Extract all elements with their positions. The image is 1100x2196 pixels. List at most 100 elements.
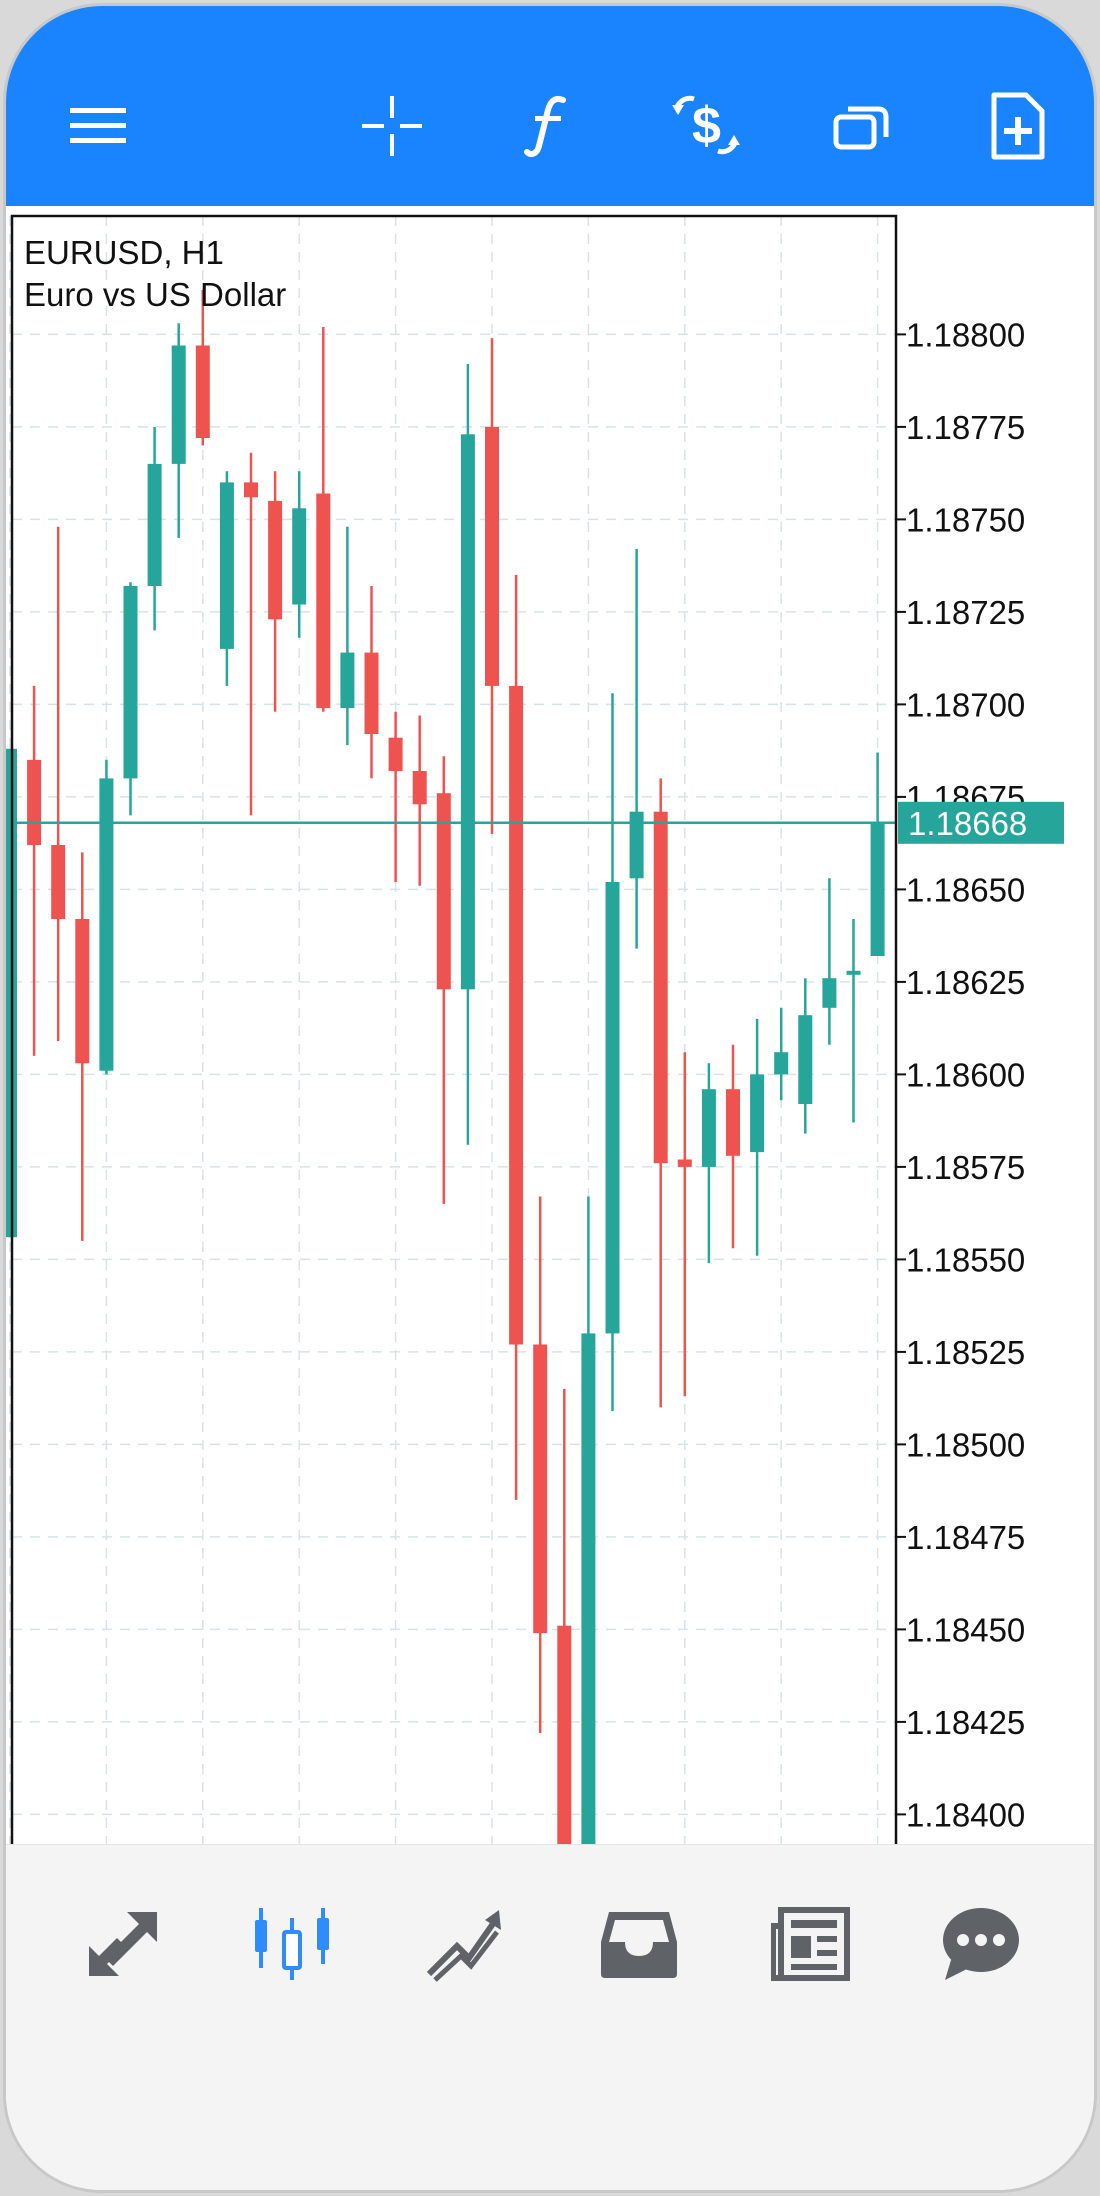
candle-body xyxy=(268,500,283,620)
candle-bull xyxy=(701,1063,716,1264)
news-icon[interactable] xyxy=(756,1889,866,1999)
candle-bear xyxy=(195,290,210,446)
candle-bull xyxy=(846,919,861,1123)
candle-body xyxy=(171,345,186,464)
candle-body xyxy=(412,771,427,805)
indicators-icon[interactable] xyxy=(500,78,596,174)
candle-body xyxy=(292,508,307,605)
history-icon[interactable] xyxy=(584,1889,694,1999)
candle-body xyxy=(822,978,837,1008)
candle-body xyxy=(701,1089,716,1167)
candle-body xyxy=(629,811,644,879)
candle-body xyxy=(774,1052,789,1075)
candle-bear xyxy=(653,778,668,1408)
candle-body xyxy=(364,652,379,734)
candle-body xyxy=(195,345,210,438)
candle-bear xyxy=(436,756,451,1204)
chat-icon[interactable] xyxy=(926,1889,1036,1999)
candle-bear xyxy=(268,471,283,712)
current-price-badge xyxy=(898,801,1064,844)
bottom-navigation xyxy=(6,1844,1094,2190)
candle-body xyxy=(219,482,234,649)
candle-bear xyxy=(388,711,403,882)
candle-body xyxy=(99,778,114,1071)
candle-bull xyxy=(605,693,620,1412)
candle-body xyxy=(340,652,355,709)
candle-body xyxy=(677,1159,692,1167)
chart-symbol-info: EURUSD, H1 Euro vs US Dollar xyxy=(24,232,286,316)
candle-body xyxy=(846,970,861,975)
candle-body xyxy=(316,493,331,709)
candle-body xyxy=(147,463,162,586)
chart-icon[interactable] xyxy=(238,1889,348,1999)
candle-bull xyxy=(292,471,307,638)
crosshair-icon[interactable] xyxy=(344,78,440,174)
candle-body xyxy=(436,793,451,990)
candle-bear xyxy=(412,715,427,886)
candle-bull xyxy=(171,323,186,538)
y-tick-label: 1.18550 xyxy=(906,1241,1025,1278)
candle-body xyxy=(870,822,885,956)
candle-bear xyxy=(316,327,331,712)
y-tick-label: 1.18725 xyxy=(906,594,1025,631)
y-tick-label: 1.18450 xyxy=(906,1611,1025,1648)
candle-bear xyxy=(51,526,66,1042)
candle-body xyxy=(388,737,403,771)
candle-bear xyxy=(677,1052,692,1397)
y-tick-label: 1.18600 xyxy=(906,1056,1025,1093)
candle-bull xyxy=(99,759,114,1075)
candle-body xyxy=(75,919,90,1064)
chart-area[interactable]: EURUSD, H1 Euro vs US Dollar 1.18800 1.18… xyxy=(6,206,1094,2046)
symbol-name: EURUSD, H1 xyxy=(24,234,224,271)
y-tick-label: 1.18525 xyxy=(906,1334,1025,1371)
phone-frame: $ EURUSD, H1 Euro vs US Dollar xyxy=(6,6,1094,2190)
candle-bull xyxy=(870,752,885,956)
candle-bull xyxy=(147,426,162,631)
candle-bear xyxy=(726,1044,740,1249)
candlestick-chart[interactable]: 1.18800 1.18775 1.18750 1.18725 1.18700 1.186… xyxy=(6,206,1094,2046)
candle-body xyxy=(51,845,66,919)
svg-text:$: $ xyxy=(692,97,721,155)
candle-bull xyxy=(581,1196,596,1907)
candle-body xyxy=(605,882,620,1334)
candle-bull xyxy=(774,1007,789,1101)
candle-bull xyxy=(340,526,355,746)
candle-bear xyxy=(244,452,258,816)
candle-bear xyxy=(364,586,379,779)
candle-bear xyxy=(27,685,42,1056)
y-tick-label: 1.18700 xyxy=(906,686,1025,723)
windows-icon[interactable] xyxy=(814,78,910,174)
candle-body xyxy=(533,1344,548,1634)
y-tick-label: 1.18650 xyxy=(906,871,1025,908)
y-tick-label: 1.18400 xyxy=(906,1796,1025,1833)
candle-bull xyxy=(798,978,813,1134)
candle-body xyxy=(27,759,42,845)
candle-bull xyxy=(219,471,234,686)
candle-body xyxy=(581,1333,596,1904)
candle-body xyxy=(557,1625,572,1900)
y-tick-label: 1.18425 xyxy=(906,1704,1025,1741)
y-tick-label: 1.18800 xyxy=(906,316,1025,353)
candle-body xyxy=(653,811,668,1164)
y-tick-label: 1.18775 xyxy=(906,409,1025,446)
symbol-description: Euro vs US Dollar xyxy=(24,276,287,313)
candle-body xyxy=(244,482,258,498)
top-toolbar: $ xyxy=(6,6,1094,206)
candle-body xyxy=(798,1015,813,1104)
candle-bull xyxy=(750,1018,765,1256)
y-tick-label: 1.18575 xyxy=(906,1149,1025,1186)
one-click-trading-icon[interactable]: $ xyxy=(658,78,754,174)
quotes-icon[interactable] xyxy=(68,1889,178,1999)
y-tick-label: 1.18625 xyxy=(906,964,1025,1001)
new-order-icon[interactable] xyxy=(970,78,1066,174)
candle-bull xyxy=(460,364,475,1145)
trade-icon[interactable] xyxy=(410,1889,520,1999)
candle-body xyxy=(726,1089,740,1156)
candle-body xyxy=(123,586,138,779)
candle-bull xyxy=(822,878,837,1045)
menu-icon[interactable] xyxy=(50,78,146,174)
candle-bear xyxy=(509,574,524,1500)
candle-bull xyxy=(123,582,138,816)
y-tick-label: 1.18475 xyxy=(906,1519,1025,1556)
y-tick-label: 1.18500 xyxy=(906,1426,1025,1463)
